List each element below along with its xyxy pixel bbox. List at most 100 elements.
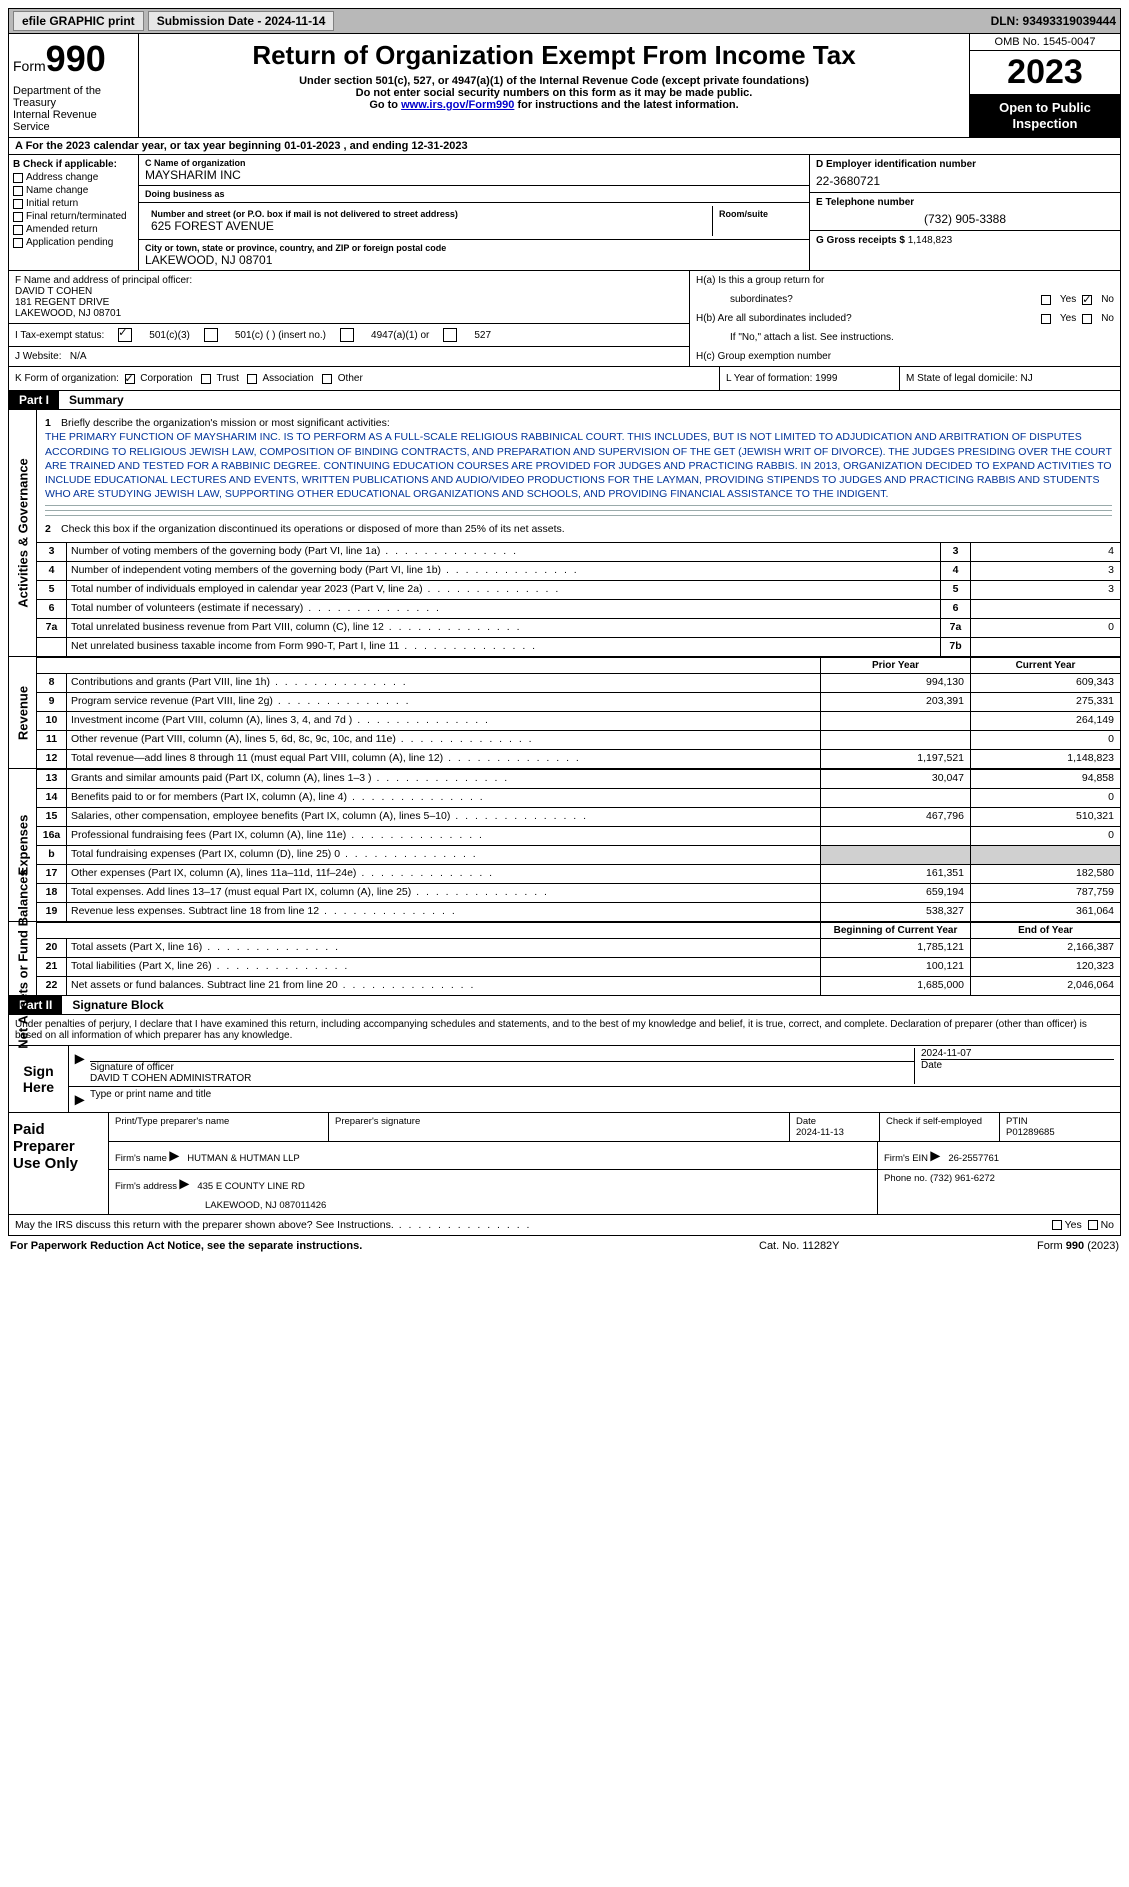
dln-label: DLN: 93493319039444	[991, 14, 1116, 28]
data-line: bTotal fundraising expenses (Part IX, co…	[37, 845, 1120, 864]
top-bar: efile GRAPHIC print Submission Date - 20…	[8, 8, 1121, 34]
preparer-side-label: Paid Preparer Use Only	[9, 1113, 109, 1214]
chk-other[interactable]	[322, 374, 332, 384]
activities-section: Activities & Governance 1Briefly describ…	[8, 410, 1121, 657]
j-row: J Website: N/A	[9, 347, 689, 366]
c-name-lbl: C Name of organization	[145, 158, 803, 168]
firm-addr-lbl: Firm's address	[115, 1181, 177, 1192]
b-header: B Check if applicable:	[13, 159, 134, 170]
i-lbl: I Tax-exempt status:	[15, 330, 104, 341]
arrow-icon: ▸	[75, 1048, 84, 1084]
firm-name: HUTMAN & HUTMAN LLP	[187, 1153, 299, 1164]
officer-addr2: LAKEWOOD, NJ 08701	[15, 308, 683, 319]
phone-lbl: E Telephone number	[816, 197, 1114, 208]
period-row: A For the 2023 calendar year, or tax yea…	[8, 138, 1121, 155]
chk-address-change[interactable]	[13, 173, 23, 183]
opt-501c: 501(c) ( ) (insert no.)	[235, 330, 326, 341]
data-line: 21Total liabilities (Part X, line 26)100…	[37, 957, 1120, 976]
opt-address-change: Address change	[26, 172, 98, 183]
opt-other: Other	[338, 373, 363, 384]
data-line: 10Investment income (Part VIII, column (…	[37, 711, 1120, 730]
ein-lbl: D Employer identification number	[816, 159, 1114, 170]
gross-val: 1,148,823	[908, 235, 953, 246]
col-prior: Prior Year	[820, 658, 970, 673]
officer-name: DAVID T COHEN	[15, 286, 683, 297]
side-revenue: Revenue	[9, 657, 37, 768]
h-column: H(a) Is this a group return for subordin…	[690, 271, 1120, 366]
firm-addr2: LAKEWOOD, NJ 087011426	[115, 1194, 871, 1211]
sig-officer-name: DAVID T COHEN ADMINISTRATOR	[90, 1073, 914, 1084]
chk-501c[interactable]	[204, 328, 218, 342]
chk-corp[interactable]	[125, 374, 135, 384]
col-c: C Name of organization MAYSHARIM INC Doi…	[139, 155, 810, 270]
opt-trust: Trust	[217, 373, 239, 384]
col-de: D Employer identification number 22-3680…	[810, 155, 1120, 270]
data-line: 14Benefits paid to or for members (Part …	[37, 788, 1120, 807]
discuss-yes[interactable]	[1052, 1220, 1062, 1230]
chk-4947[interactable]	[340, 328, 354, 342]
efile-print-button[interactable]: efile GRAPHIC print	[13, 11, 144, 31]
data-line: 22Net assets or fund balances. Subtract …	[37, 976, 1120, 995]
chk-amended[interactable]	[13, 225, 23, 235]
header-right: OMB No. 1545-0047 2023 Open to Public In…	[970, 34, 1120, 137]
sign-here-label: Sign Here	[9, 1046, 69, 1112]
chk-initial-return[interactable]	[13, 199, 23, 209]
hb-yes[interactable]	[1041, 314, 1051, 324]
chk-501c3[interactable]	[118, 328, 132, 342]
part2-header: Part II Signature Block	[8, 996, 1121, 1015]
part2-ttl: Signature Block	[62, 996, 173, 1014]
footer-right: Form 990 (2023)	[959, 1240, 1119, 1252]
summary-line: 5Total number of individuals employed in…	[37, 580, 1120, 599]
subtitle-1: Under section 501(c), 527, or 4947(a)(1)…	[145, 75, 963, 87]
form-title: Return of Organization Exempt From Incom…	[145, 40, 963, 71]
prep-ptin-lbl: PTIN	[1006, 1116, 1028, 1127]
inspection-badge: Open to Public Inspection	[970, 94, 1120, 137]
summary-line: 4Number of independent voting members of…	[37, 561, 1120, 580]
f-lbl: F Name and address of principal officer:	[15, 275, 683, 286]
form-number: 990	[46, 38, 106, 79]
col-eoy: End of Year	[970, 923, 1120, 938]
chk-name-change[interactable]	[13, 186, 23, 196]
data-line: 17Other expenses (Part IX, column (A), l…	[37, 864, 1120, 883]
chk-trust[interactable]	[201, 374, 211, 384]
chk-assoc[interactable]	[247, 374, 257, 384]
m-lbl: M State of legal domicile:	[906, 373, 1018, 384]
discuss-no[interactable]	[1088, 1220, 1098, 1230]
subtitle-3b: for instructions and the latest informat…	[514, 99, 738, 111]
sig-officer-lbl: Signature of officer	[90, 1062, 914, 1073]
org-name: MAYSHARIM INC	[145, 168, 803, 182]
form990-link[interactable]: www.irs.gov/Form990	[401, 99, 514, 111]
firm-addr: 435 E COUNTY LINE RD	[197, 1181, 305, 1192]
klm-row: K Form of organization: Corporation Trus…	[8, 367, 1121, 391]
discuss-row: May the IRS discuss this return with the…	[8, 1215, 1121, 1236]
city-lbl: City or town, state or province, country…	[145, 243, 803, 253]
ha-yes[interactable]	[1041, 295, 1051, 305]
l-lbl: L Year of formation:	[726, 373, 812, 384]
form-header: Form990 Department of the Treasury Inter…	[8, 34, 1121, 138]
sig-date: 2024-11-07	[921, 1048, 1114, 1060]
summary-line: 3Number of voting members of the governi…	[37, 542, 1120, 561]
firm-ein-lbl: Firm's EIN	[884, 1153, 928, 1164]
hb-note: If "No," attach a list. See instructions…	[696, 332, 894, 343]
chk-app-pending[interactable]	[13, 238, 23, 248]
website-val: N/A	[70, 351, 87, 362]
officer-addr1: 181 REGENT DRIVE	[15, 297, 683, 308]
ha-yes-lbl: Yes	[1060, 294, 1076, 305]
mission-text: THE PRIMARY FUNCTION OF MAYSHARIM INC. I…	[45, 430, 1112, 501]
prep-date-hdr: Date	[796, 1116, 816, 1127]
netassets-section: Net Assets or Fund Balances Beginning of…	[8, 922, 1121, 996]
mission-block: 1Briefly describe the organization's mis…	[37, 410, 1120, 542]
hb-no[interactable]	[1082, 314, 1092, 324]
opt-corp: Corporation	[140, 373, 192, 384]
firm-phone: (732) 961-6272	[930, 1173, 995, 1184]
ein-val: 22-3680721	[816, 170, 1114, 188]
chk-final-return[interactable]	[13, 212, 23, 222]
chk-527[interactable]	[443, 328, 457, 342]
k-lbl: K Form of organization:	[15, 373, 119, 384]
sig-name-lbl: Type or print name and title	[90, 1089, 211, 1110]
data-line: 16aProfessional fundraising fees (Part I…	[37, 826, 1120, 845]
m-val: NJ	[1021, 373, 1033, 384]
q1-text: Briefly describe the organization's miss…	[61, 417, 390, 429]
ha-no[interactable]	[1082, 295, 1092, 305]
submission-date-button[interactable]: Submission Date - 2024-11-14	[148, 11, 335, 31]
